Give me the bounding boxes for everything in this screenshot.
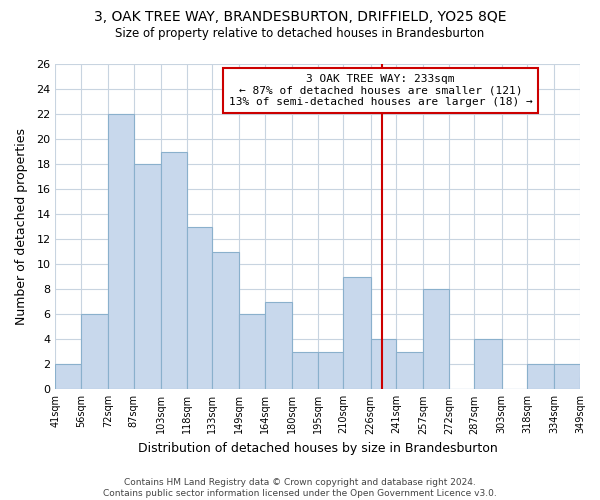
Y-axis label: Number of detached properties: Number of detached properties (15, 128, 28, 325)
X-axis label: Distribution of detached houses by size in Brandesburton: Distribution of detached houses by size … (138, 442, 497, 455)
Text: 3, OAK TREE WAY, BRANDESBURTON, DRIFFIELD, YO25 8QE: 3, OAK TREE WAY, BRANDESBURTON, DRIFFIEL… (94, 10, 506, 24)
Bar (212, 252, 239, 390)
Bar (265, 302, 292, 390)
Bar (55, 364, 81, 390)
Bar (554, 364, 580, 390)
Bar (343, 276, 371, 390)
Bar (81, 314, 108, 390)
Bar (134, 164, 161, 390)
Bar (108, 114, 134, 390)
Text: 3 OAK TREE WAY: 233sqm
← 87% of detached houses are smaller (121)
13% of semi-de: 3 OAK TREE WAY: 233sqm ← 87% of detached… (229, 74, 533, 107)
Bar (187, 226, 212, 390)
Bar (396, 352, 424, 390)
Bar (161, 152, 187, 390)
Bar (527, 364, 554, 390)
Text: Contains HM Land Registry data © Crown copyright and database right 2024.
Contai: Contains HM Land Registry data © Crown c… (103, 478, 497, 498)
Text: Size of property relative to detached houses in Brandesburton: Size of property relative to detached ho… (115, 28, 485, 40)
Bar (424, 289, 449, 390)
Bar (239, 314, 265, 390)
Bar (318, 352, 343, 390)
Bar (292, 352, 318, 390)
Bar (475, 340, 502, 390)
Bar (580, 377, 600, 390)
Bar (371, 340, 396, 390)
